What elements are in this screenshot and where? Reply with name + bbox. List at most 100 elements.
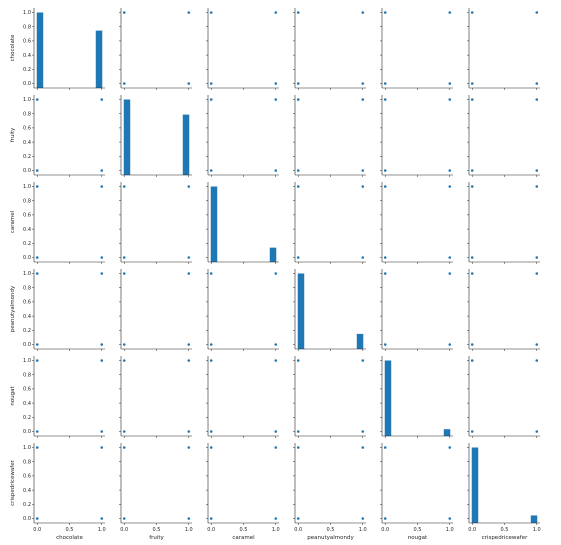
y-tick-label: 0.4 (23, 401, 31, 407)
y-tick-label: 0.4 (23, 53, 31, 59)
scatter-point-peanutyalmondy-caramel-3 (274, 272, 278, 275)
scatter-point-peanutyalmondy-chocolate-0 (35, 343, 39, 346)
y-axis-label-nougat: nougat (10, 385, 16, 405)
scatter-point-chocolate-peanutyalmondy-1 (361, 82, 365, 85)
hist-bar-chocolate-0 (36, 12, 44, 88)
scatter-point-crispedricewafer-peanutyalmondy-1 (361, 517, 365, 520)
x-tick-label: 0.5 (501, 527, 509, 533)
scatter-point-fruity-crispedricewafer-3 (535, 98, 539, 101)
y-tick-label: 0.2 (23, 241, 31, 247)
y-tick-label: 0.8 (23, 198, 31, 204)
y-tick-label: 0.6 (23, 387, 31, 393)
y-tick-label: 0.4 (23, 314, 31, 320)
scatter-point-chocolate-fruity-0 (122, 82, 126, 85)
scatter-point-fruity-chocolate-2 (35, 98, 39, 101)
scatter-point-fruity-chocolate-3 (100, 98, 104, 101)
scatter-point-chocolate-caramel-3 (274, 11, 278, 14)
scatter-point-peanutyalmondy-caramel-2 (209, 272, 213, 275)
y-tick-label: 0.4 (23, 488, 31, 494)
x-axis-label-caramel: caramel (232, 535, 255, 541)
y-axis-label-chocolate: chocolate (10, 34, 16, 61)
scatter-point-peanutyalmondy-chocolate-3 (100, 272, 104, 275)
scatter-point-peanutyalmondy-nougat-1 (448, 343, 452, 346)
x-tick-label: 1.0 (359, 527, 367, 533)
y-tick-label: 0.4 (23, 227, 31, 233)
scatter-point-nougat-peanutyalmondy-0 (296, 430, 300, 433)
scatter-point-fruity-chocolate-0 (35, 169, 39, 172)
scatter-point-caramel-crispedricewafer-0 (470, 256, 474, 259)
x-tick-label: 0.5 (327, 527, 335, 533)
scatter-point-peanutyalmondy-caramel-1 (274, 343, 278, 346)
y-tick-label: 1.0 (23, 10, 31, 16)
x-tick-label: 1.0 (446, 527, 454, 533)
scatter-point-crispedricewafer-chocolate-2 (35, 446, 39, 449)
scatter-point-crispedricewafer-nougat-0 (383, 517, 387, 520)
scatter-point-nougat-fruity-3 (187, 359, 191, 362)
y-tick-label: 1.0 (23, 97, 31, 103)
scatter-point-caramel-fruity-0 (122, 256, 126, 259)
x-axis-label-nougat: nougat (408, 535, 428, 541)
y-tick-label: 0.6 (23, 474, 31, 480)
scatter-point-chocolate-nougat-1 (448, 82, 452, 85)
scatter-point-chocolate-caramel-0 (209, 82, 213, 85)
scatter-point-caramel-fruity-2 (122, 185, 126, 188)
scatter-point-caramel-peanutyalmondy-0 (296, 256, 300, 259)
scatter-point-crispedricewafer-fruity-0 (122, 517, 126, 520)
scatter-point-fruity-peanutyalmondy-1 (361, 169, 365, 172)
scatter-point-caramel-nougat-3 (448, 185, 452, 188)
hist-bar-nougat-1 (443, 429, 451, 436)
scatter-point-crispedricewafer-caramel-2 (209, 446, 213, 449)
scatter-point-crispedricewafer-caramel-0 (209, 517, 213, 520)
scatter-point-caramel-fruity-3 (187, 185, 191, 188)
x-tick-label: 0.0 (381, 527, 389, 533)
y-tick-label: 0.2 (23, 415, 31, 421)
scatter-point-fruity-chocolate-1 (100, 169, 104, 172)
scatter-point-chocolate-nougat-2 (383, 11, 387, 14)
scatter-point-crispedricewafer-peanutyalmondy-2 (296, 446, 300, 449)
y-tick-label: 0.0 (23, 255, 31, 261)
y-tick-label: 0.2 (23, 328, 31, 334)
x-tick-label: 0.0 (468, 527, 476, 533)
scatter-point-fruity-nougat-1 (448, 169, 452, 172)
scatter-point-chocolate-crispedricewafer-1 (535, 82, 539, 85)
scatter-point-peanutyalmondy-crispedricewafer-2 (470, 272, 474, 275)
scatter-point-fruity-nougat-3 (448, 98, 452, 101)
scatter-point-crispedricewafer-peanutyalmondy-3 (361, 446, 365, 449)
scatter-point-caramel-peanutyalmondy-1 (361, 256, 365, 259)
scatter-point-nougat-caramel-3 (274, 359, 278, 362)
scatter-point-chocolate-fruity-2 (122, 11, 126, 14)
y-tick-label: 1.0 (23, 271, 31, 277)
y-tick-label: 1.0 (23, 445, 31, 451)
scatter-point-fruity-peanutyalmondy-0 (296, 169, 300, 172)
scatter-point-fruity-crispedricewafer-0 (470, 169, 474, 172)
scatter-point-caramel-fruity-1 (187, 256, 191, 259)
x-tick-label: 1.0 (533, 527, 541, 533)
scatter-point-crispedricewafer-fruity-2 (122, 446, 126, 449)
scatter-point-caramel-crispedricewafer-1 (535, 256, 539, 259)
y-axis-label-crispedricewafer: crispedricewafer (10, 459, 16, 505)
scatter-point-chocolate-fruity-1 (187, 82, 191, 85)
y-tick-label: 0.8 (23, 24, 31, 30)
hist-bar-crispedricewafer-1 (530, 515, 538, 523)
scatter-point-nougat-chocolate-3 (100, 359, 104, 362)
scatter-point-peanutyalmondy-nougat-0 (383, 343, 387, 346)
scatter-point-caramel-nougat-1 (448, 256, 452, 259)
x-tick-label: 0.5 (66, 527, 74, 533)
hist-bar-crispedricewafer-0 (471, 447, 479, 523)
scatter-point-peanutyalmondy-nougat-3 (448, 272, 452, 275)
scatter-point-peanutyalmondy-caramel-0 (209, 343, 213, 346)
scatter-point-nougat-chocolate-2 (35, 359, 39, 362)
scatter-point-chocolate-nougat-3 (448, 11, 452, 14)
scatter-point-chocolate-caramel-2 (209, 11, 213, 14)
x-tick-label: 1.0 (98, 527, 106, 533)
scatter-point-chocolate-fruity-3 (187, 11, 191, 14)
scatter-point-caramel-chocolate-3 (100, 185, 104, 188)
y-tick-label: 0.2 (23, 67, 31, 73)
scatter-point-chocolate-crispedricewafer-2 (470, 11, 474, 14)
y-tick-label: 0.6 (23, 300, 31, 306)
hist-bar-nougat-0 (384, 360, 392, 436)
scatter-point-fruity-caramel-2 (209, 98, 213, 101)
scatter-point-crispedricewafer-nougat-2 (383, 446, 387, 449)
scatter-point-nougat-chocolate-1 (100, 430, 104, 433)
